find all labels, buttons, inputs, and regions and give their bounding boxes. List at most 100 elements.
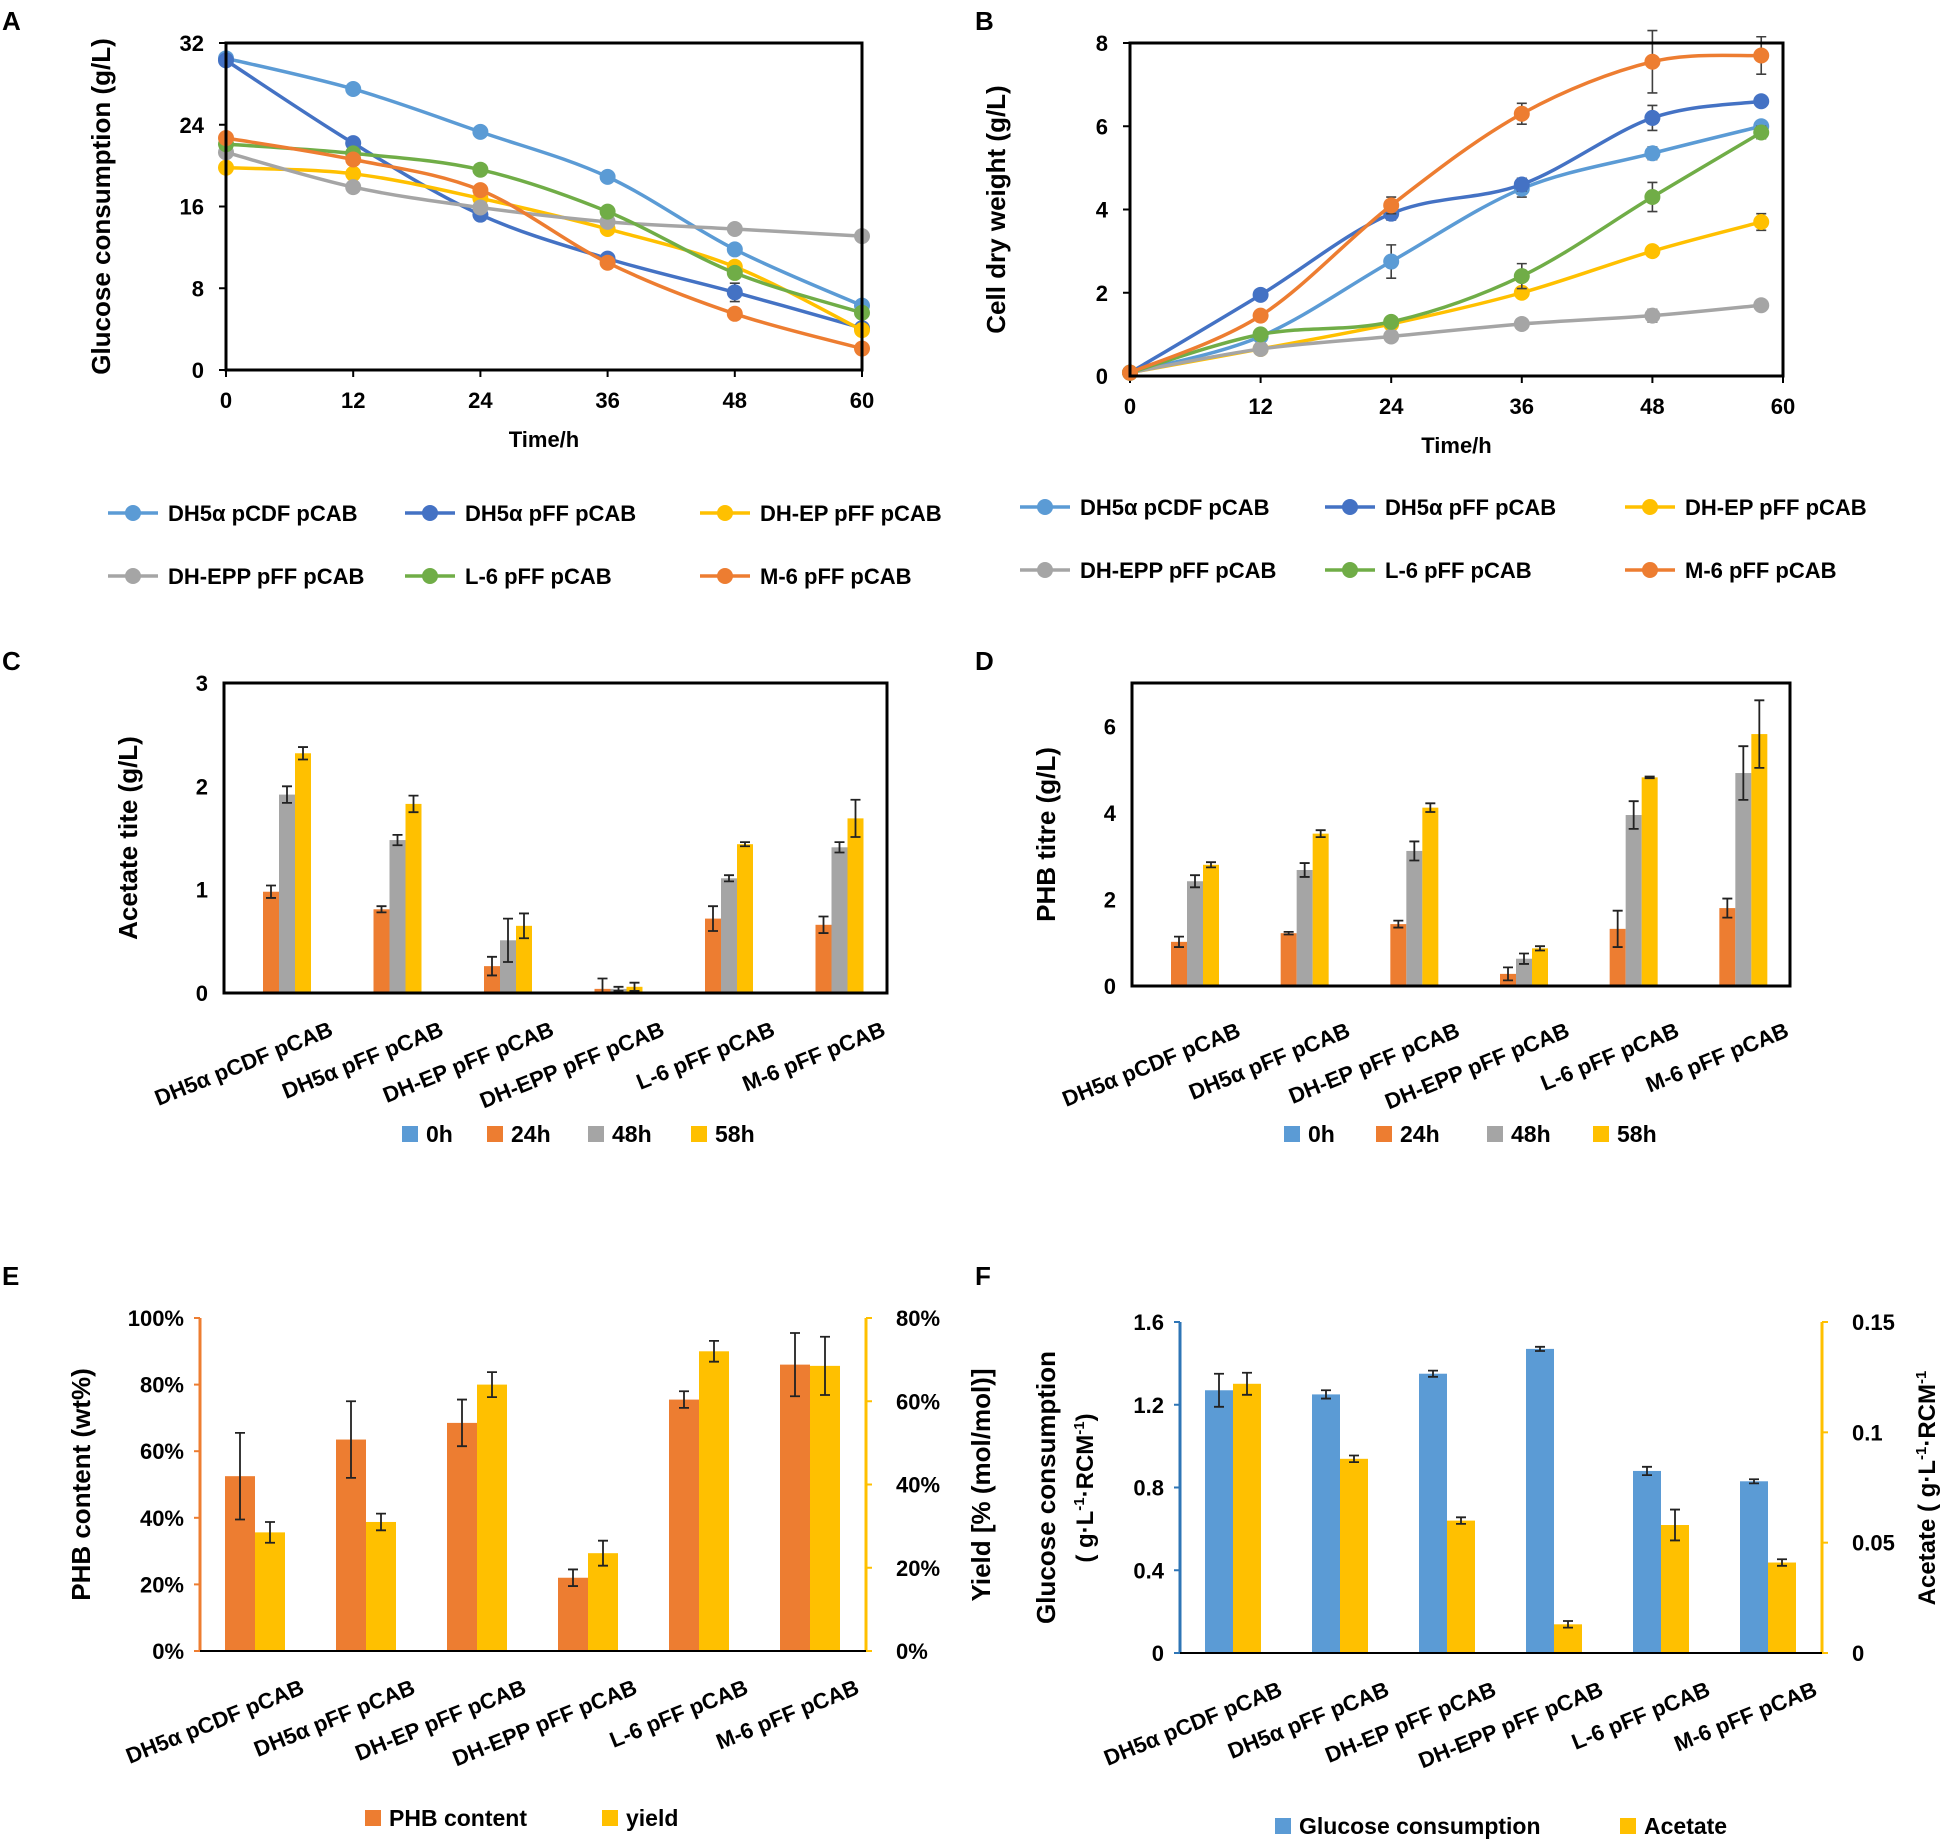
legend-label: 58h xyxy=(715,1121,755,1147)
plot-frame xyxy=(1130,681,1792,988)
y2-axis-title: Yield [% (mol/mol)] xyxy=(966,1368,996,1601)
y-tick-label: 8 xyxy=(1096,31,1108,56)
x-tick-label: 24 xyxy=(1379,394,1404,419)
data-point xyxy=(345,165,362,182)
data-point xyxy=(726,220,743,237)
data-point xyxy=(1644,145,1661,162)
error-bar xyxy=(1722,897,1733,919)
legend-label: 58h xyxy=(1617,1121,1657,1147)
plot-frame xyxy=(224,41,864,372)
bar xyxy=(810,1365,840,1651)
unit-text: ·RCM xyxy=(1072,1435,1099,1498)
bar xyxy=(516,925,532,993)
legend-label: M-6 pFF pCAB xyxy=(760,564,912,589)
data-point xyxy=(472,199,489,216)
bar xyxy=(1719,908,1736,986)
data-point xyxy=(472,182,489,199)
bar xyxy=(705,918,721,993)
legend-item-phb-content: PHB content xyxy=(365,1805,527,1831)
x-tick-label: 48 xyxy=(723,388,747,413)
panel-letter-d: D xyxy=(975,646,994,676)
legend-swatch xyxy=(365,1810,381,1826)
y-tick-label: 80% xyxy=(140,1373,184,1398)
legend-swatch xyxy=(1620,1818,1636,1834)
bar xyxy=(1280,933,1297,986)
data-point xyxy=(599,203,616,220)
bar xyxy=(1641,777,1658,986)
series-dh5-pcdf-pcab xyxy=(218,50,870,314)
y-tick-label: 0.4 xyxy=(1133,1558,1164,1583)
y-axis-title: Glucose consumption xyxy=(1031,1351,1061,1624)
bar xyxy=(1296,869,1313,986)
error-bar xyxy=(1349,1454,1359,1464)
bar xyxy=(255,1532,285,1651)
bar xyxy=(1447,1520,1475,1653)
series-dh5-pcdf-pcab xyxy=(1122,118,1770,381)
data-point xyxy=(1753,47,1770,64)
legend-item-dh5-pcdf-pcab: DH5α pCDF pCAB xyxy=(108,501,358,526)
y2-tick-label: 0 xyxy=(1852,1641,1864,1666)
legend-marker xyxy=(1037,562,1053,578)
x-tick-label: 60 xyxy=(1771,394,1795,419)
error-bar xyxy=(850,798,861,838)
series-48h xyxy=(1187,745,1752,986)
data-point xyxy=(599,254,616,271)
bar xyxy=(477,1384,507,1651)
bar xyxy=(1171,941,1187,986)
legend-marker xyxy=(1037,499,1053,515)
x-category-label: DH5α pCDF pCAB xyxy=(122,1674,307,1768)
legend-swatch xyxy=(1376,1126,1392,1142)
series-line xyxy=(225,56,863,308)
error-bar xyxy=(1612,909,1623,948)
legend-label: 0h xyxy=(1308,1121,1335,1147)
y-axis-title: Cell dry weight (g/L) xyxy=(981,85,1011,333)
legend-item-58h: 58h xyxy=(1593,1121,1657,1147)
error-bar xyxy=(1738,745,1749,801)
error-bar xyxy=(1214,1372,1224,1408)
panel-letter-b: B xyxy=(975,6,994,36)
y-tick-label: 0 xyxy=(1152,1641,1164,1666)
legend-swatch xyxy=(1487,1126,1503,1142)
data-point xyxy=(345,80,362,97)
series-glucose-consumption xyxy=(1205,1345,1768,1653)
legend-marker xyxy=(1342,499,1358,515)
legend-marker xyxy=(717,568,733,584)
bar xyxy=(279,794,295,993)
legend-swatch xyxy=(487,1126,503,1142)
data-point xyxy=(1644,189,1661,206)
bar xyxy=(1205,1390,1233,1653)
y2-tick-label: 0% xyxy=(896,1639,928,1664)
unit-superscript: -1 xyxy=(1913,1371,1930,1384)
y-tick-label: 2 xyxy=(196,774,208,799)
y-tick-label: 0 xyxy=(196,981,208,1006)
legend-label: DH5α pCDF pCAB xyxy=(168,501,358,526)
x-tick-label: 24 xyxy=(468,388,493,413)
error-bar xyxy=(519,912,529,940)
x-axis-title: Time/h xyxy=(1421,433,1492,458)
legend-item-dh-ep-pff-pcab: DH-EP pFF pCAB xyxy=(1625,495,1867,520)
bar xyxy=(721,878,737,993)
error-bar xyxy=(457,1398,467,1448)
legend-label: 24h xyxy=(1400,1121,1440,1147)
data-point xyxy=(1753,213,1770,230)
panel-letter-a: A xyxy=(2,6,21,36)
error-bar xyxy=(376,905,387,914)
error-bar xyxy=(1456,1516,1466,1525)
error-bar xyxy=(1174,935,1184,948)
error-bar xyxy=(1299,862,1310,878)
panel-f-glucose-acetate-bar-chart: 0 0.4 0.8 1.2 1.6 0 0.05 0.1 0.15 DH5α pCDF pCAB D… xyxy=(1031,1310,1941,1839)
x-tick-label: 12 xyxy=(1248,394,1272,419)
legend-item-acetate: Acetate xyxy=(1620,1813,1727,1839)
legend-item-dh5-pcdf-pcab: DH5α pCDF pCAB xyxy=(1020,495,1270,520)
legend-swatch xyxy=(691,1126,707,1142)
series-24h xyxy=(1171,897,1736,986)
error-bar xyxy=(1242,1371,1252,1396)
error-bar xyxy=(1644,775,1655,780)
legend-label: 48h xyxy=(612,1121,652,1147)
bar xyxy=(500,940,516,993)
x-category-label: DH-EPP pFF pCAB xyxy=(1381,1017,1572,1114)
x-tick-label: 0 xyxy=(220,388,232,413)
data-point xyxy=(1644,53,1661,70)
